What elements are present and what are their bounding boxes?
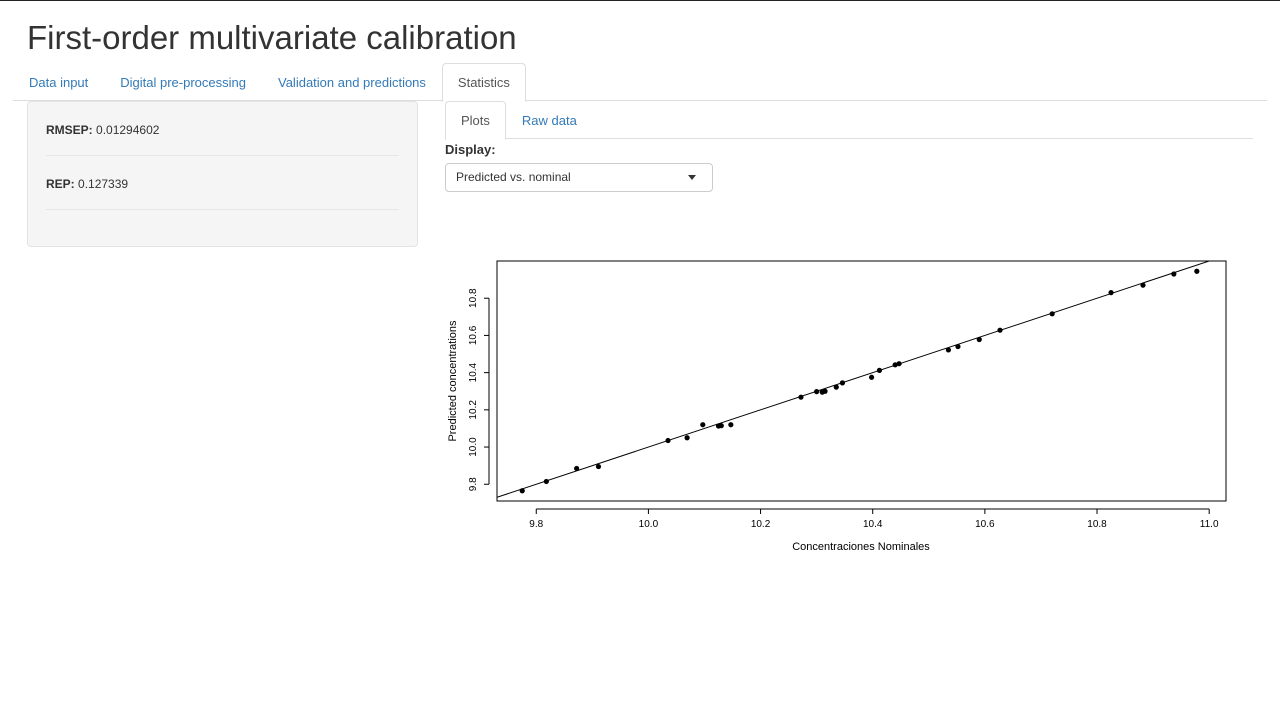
sub-tabs: Plots Raw data: [445, 101, 1253, 140]
y-axis-label: Predicted concentrations: [447, 320, 459, 442]
data-point: [814, 389, 820, 395]
data-point: [833, 384, 839, 390]
reference-line: [497, 261, 1211, 498]
data-point: [665, 437, 671, 444]
x-tick-label: 10.8: [1087, 519, 1107, 530]
rep-stat: REP: 0.127339: [46, 156, 399, 210]
page-title: First-order multivariate calibration: [27, 19, 517, 56]
rmsep-stat: RMSEP: 0.01294602: [46, 102, 399, 156]
y-tick-label: 10.0: [468, 437, 479, 457]
y-tick-label: 9.8: [468, 477, 479, 491]
display-select[interactable]: Predicted vs. nominal: [445, 163, 713, 192]
data-point: [728, 422, 734, 428]
data-point: [595, 463, 602, 470]
data-point: [976, 336, 982, 343]
y-tick-label: 10.8: [468, 288, 479, 308]
x-tick-label: 11.0: [1200, 519, 1219, 530]
y-tick-label: 10.4: [468, 362, 479, 382]
data-point: [839, 380, 846, 386]
rep-label: REP:: [46, 177, 75, 191]
x-tick-label: 10.4: [863, 519, 883, 530]
x-tick-label: 10.0: [639, 519, 659, 530]
data-point: [822, 388, 828, 394]
data-point: [1171, 271, 1177, 277]
tab-plots[interactable]: Plots: [445, 101, 506, 140]
data-point: [1108, 290, 1114, 296]
data-point: [718, 423, 724, 429]
data-point: [945, 347, 952, 353]
x-tick-label: 10.6: [975, 519, 995, 530]
x-axis-label: Concentraciones Nominales: [792, 541, 930, 553]
data-point: [868, 374, 875, 380]
rmsep-value: 0.01294602: [96, 123, 160, 137]
data-point: [955, 343, 961, 350]
tab-raw-data[interactable]: Raw data: [521, 113, 577, 128]
data-point: [1140, 282, 1146, 288]
display-select-value: Predicted vs. nominal: [456, 170, 571, 184]
plot-frame: [496, 260, 1227, 502]
statistics-panel: RMSEP: 0.01294602 REP: 0.127339: [27, 101, 418, 247]
main-tabs: Data input Digital pre-processing Valida…: [13, 63, 1267, 102]
data-point: [892, 362, 898, 368]
data-point: [1049, 311, 1055, 317]
display-label: Display:: [445, 142, 496, 157]
tab-validation-and-predictions[interactable]: Validation and predictions: [278, 75, 426, 90]
tab-digital-pre-processing[interactable]: Digital pre-processing: [120, 75, 246, 90]
y-tick-label: 10.6: [468, 325, 479, 345]
data-point: [896, 361, 902, 367]
data-point: [700, 422, 706, 428]
data-point: [519, 488, 525, 494]
data-point: [876, 367, 883, 373]
data-point: [574, 465, 580, 472]
x-tick-label: 9.8: [529, 519, 543, 530]
predicted-vs-nominal-plot: 9.8 10.0 10.2 10.4 10.6 10.8 11.0 9.8 10.0 10.2 10…: [447, 260, 1227, 553]
y-tick-label: 10.2: [468, 400, 479, 420]
x-tick-label: 10.2: [751, 519, 771, 530]
tab-data-input[interactable]: Data input: [29, 75, 89, 90]
data-point: [1194, 268, 1200, 274]
data-point: [798, 394, 804, 400]
tab-statistics[interactable]: Statistics: [441, 63, 526, 102]
data-point: [684, 435, 690, 441]
rep-value: 0.127339: [78, 177, 129, 191]
data-point: [997, 327, 1003, 333]
rmsep-label: RMSEP:: [46, 123, 93, 137]
data-point: [543, 478, 549, 485]
chevron-down-icon: [688, 175, 696, 180]
